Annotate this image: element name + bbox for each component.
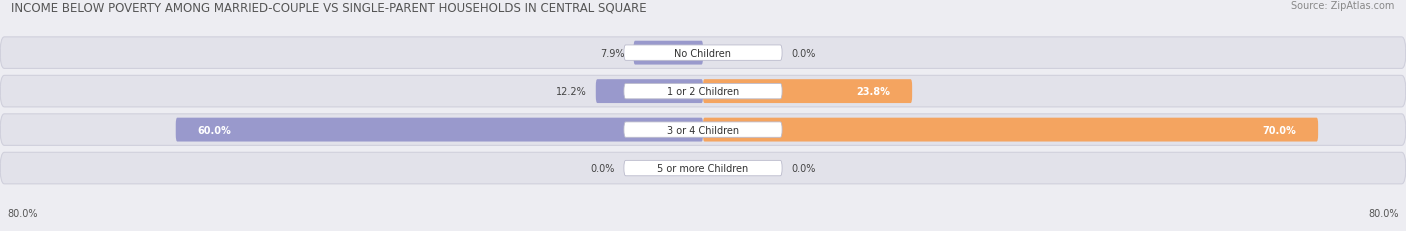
FancyBboxPatch shape [0, 76, 1406, 107]
Text: 70.0%: 70.0% [1263, 125, 1296, 135]
FancyBboxPatch shape [176, 118, 703, 142]
Text: 12.2%: 12.2% [557, 87, 588, 97]
FancyBboxPatch shape [0, 38, 1406, 69]
Text: 7.9%: 7.9% [600, 49, 624, 58]
FancyBboxPatch shape [596, 80, 703, 103]
Text: 0.0%: 0.0% [790, 49, 815, 58]
Text: 80.0%: 80.0% [1368, 208, 1399, 218]
FancyBboxPatch shape [0, 114, 1406, 146]
Text: INCOME BELOW POVERTY AMONG MARRIED-COUPLE VS SINGLE-PARENT HOUSEHOLDS IN CENTRAL: INCOME BELOW POVERTY AMONG MARRIED-COUPL… [11, 1, 647, 14]
Text: 0.0%: 0.0% [790, 163, 815, 173]
Text: 3 or 4 Children: 3 or 4 Children [666, 125, 740, 135]
FancyBboxPatch shape [703, 80, 912, 103]
FancyBboxPatch shape [624, 84, 782, 99]
FancyBboxPatch shape [0, 153, 1406, 184]
FancyBboxPatch shape [624, 46, 782, 61]
Text: Source: ZipAtlas.com: Source: ZipAtlas.com [1291, 1, 1395, 11]
Text: 5 or more Children: 5 or more Children [658, 163, 748, 173]
Text: 0.0%: 0.0% [591, 163, 616, 173]
Text: 1 or 2 Children: 1 or 2 Children [666, 87, 740, 97]
FancyBboxPatch shape [703, 118, 1319, 142]
FancyBboxPatch shape [634, 42, 703, 65]
Text: No Children: No Children [675, 49, 731, 58]
Text: 80.0%: 80.0% [7, 208, 38, 218]
FancyBboxPatch shape [624, 161, 782, 176]
FancyBboxPatch shape [624, 122, 782, 138]
Text: 60.0%: 60.0% [198, 125, 232, 135]
Text: 23.8%: 23.8% [856, 87, 890, 97]
